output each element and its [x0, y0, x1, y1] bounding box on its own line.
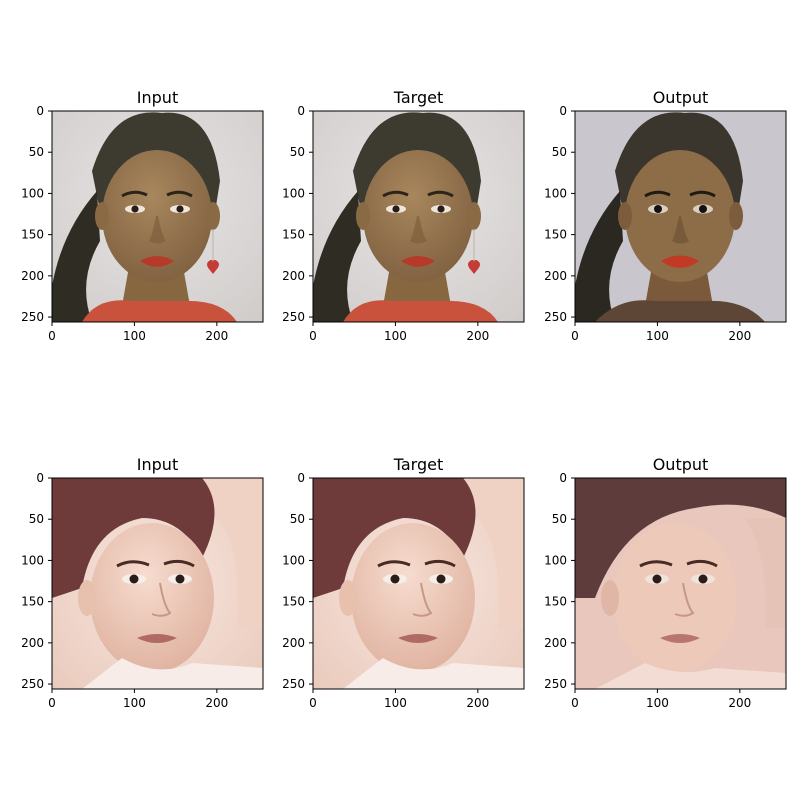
y-tick-label: 0: [36, 104, 44, 118]
x-tick-label: 100: [384, 329, 407, 343]
y-tick-label: 150: [282, 595, 305, 609]
y-tick-label: 250: [21, 677, 44, 691]
y-tick-label: 0: [559, 104, 567, 118]
y-tick-label: 250: [544, 677, 567, 691]
y-tick-label: 100: [21, 553, 44, 567]
y-tick-label: 250: [544, 310, 567, 324]
panel-title: Output: [653, 455, 709, 474]
x-tick-label: 100: [646, 329, 669, 343]
y-tick-label: 100: [544, 553, 567, 567]
y-tick-label: 150: [21, 228, 44, 242]
panel-target: Target 0 50 100 150 200 250 0 100 200: [282, 88, 526, 343]
x-tick-label: 100: [123, 696, 146, 710]
y-tick-label: 200: [21, 269, 44, 283]
y-tick-label: 100: [282, 553, 305, 567]
x-tick-label: 200: [728, 696, 751, 710]
x-tick-label: 200: [728, 329, 751, 343]
x-tick-label: 0: [571, 696, 579, 710]
y-tick-label: 50: [290, 512, 305, 526]
y-tick-label: 100: [544, 186, 567, 200]
panel-title: Target: [393, 455, 444, 474]
y-tick-label: 250: [21, 310, 44, 324]
portrait-image: [50, 476, 265, 691]
x-tick-label: 100: [123, 329, 146, 343]
y-tick-label: 150: [544, 228, 567, 242]
x-tick-label: 200: [466, 696, 489, 710]
axes-frame: [574, 477, 787, 690]
y-tick-label: 200: [544, 269, 567, 283]
y-tick-label: 100: [282, 186, 305, 200]
x-tick-label: 100: [646, 696, 669, 710]
panel-output: Output 0 50 100 150 200 250 0 100 200: [544, 455, 788, 710]
x-tick-label: 200: [205, 696, 228, 710]
y-tick-label: 200: [21, 636, 44, 650]
portrait-image: [311, 476, 526, 691]
y-tick-label: 50: [290, 145, 305, 159]
x-tick-label: 0: [309, 696, 317, 710]
panel-input: Input 0 50 100 150 200 250 0 100 200: [21, 88, 265, 343]
panel-input: Input 0 50 100 150 200 250 0 100 200: [21, 455, 265, 710]
portrait-image: [573, 476, 788, 691]
axes-frame: [312, 110, 525, 323]
y-tick-label: 150: [544, 595, 567, 609]
x-tick-label: 0: [571, 329, 579, 343]
y-tick-label: 150: [282, 228, 305, 242]
panel-title: Input: [137, 88, 178, 107]
x-tick-label: 0: [309, 329, 317, 343]
panel-title: Target: [393, 88, 444, 107]
y-tick-label: 200: [282, 636, 305, 650]
y-tick-label: 50: [29, 512, 44, 526]
panel-title: Input: [137, 455, 178, 474]
panel-title: Output: [653, 88, 709, 107]
portrait-image: [50, 109, 265, 324]
axes-frame: [574, 110, 787, 323]
x-tick-label: 100: [384, 696, 407, 710]
x-tick-label: 0: [48, 329, 56, 343]
panel-output: Output 0 50 100 150 200 250 0 100 200: [544, 88, 788, 343]
portrait-image: [573, 109, 788, 324]
y-tick-label: 150: [21, 595, 44, 609]
y-tick-label: 200: [282, 269, 305, 283]
portrait-image: [311, 109, 526, 324]
panel-target: Target 0 50 100 150 200 250 0 100 200: [282, 455, 526, 710]
x-tick-label: 0: [48, 696, 56, 710]
y-tick-label: 0: [559, 471, 567, 485]
y-tick-label: 50: [552, 512, 567, 526]
x-tick-label: 200: [466, 329, 489, 343]
axes-frame: [312, 477, 525, 690]
y-tick-label: 0: [297, 104, 305, 118]
axes-frame: [51, 477, 264, 690]
y-tick-label: 250: [282, 677, 305, 691]
y-tick-label: 50: [29, 145, 44, 159]
y-tick-label: 250: [282, 310, 305, 324]
y-tick-label: 100: [21, 186, 44, 200]
y-tick-label: 0: [36, 471, 44, 485]
axes-frame: [51, 110, 264, 323]
y-tick-label: 0: [297, 471, 305, 485]
y-tick-label: 50: [552, 145, 567, 159]
y-tick-label: 200: [544, 636, 567, 650]
x-tick-label: 200: [205, 329, 228, 343]
